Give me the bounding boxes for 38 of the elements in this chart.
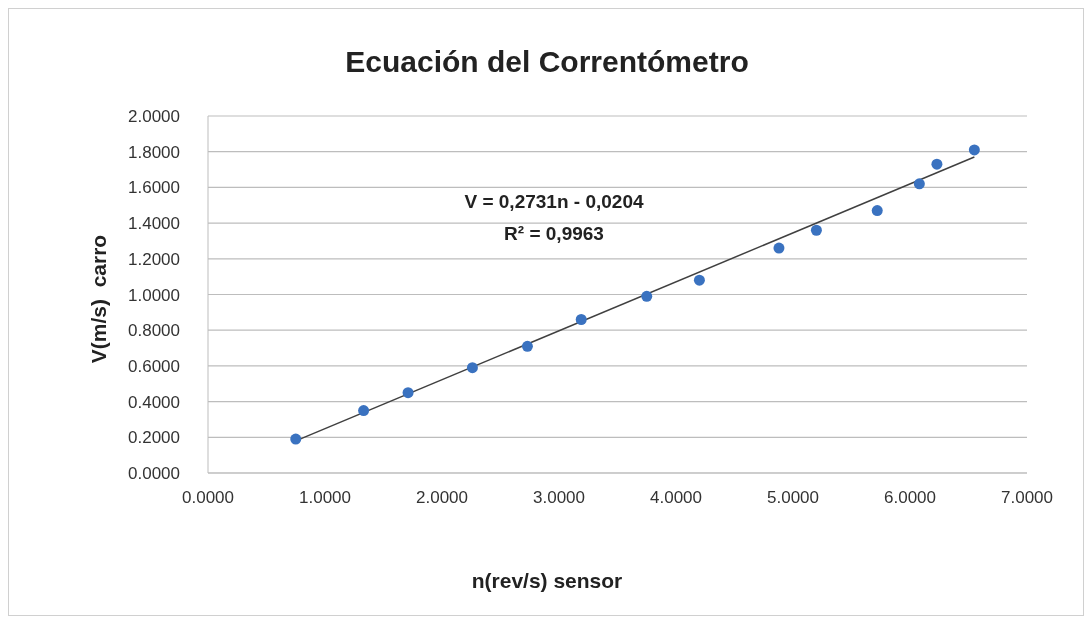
- x-axis-title: n(rev/s) sensor: [470, 569, 624, 593]
- y-tick-label: 2.0000: [128, 107, 180, 127]
- point: [913, 178, 925, 190]
- y-tick-label: 0.4000: [128, 392, 180, 412]
- point: [693, 274, 705, 286]
- y-tick-label: 1.2000: [128, 249, 180, 269]
- x-tick-label: 2.0000: [416, 488, 468, 508]
- point: [773, 242, 785, 254]
- point: [358, 405, 370, 417]
- y-tick-label: 1.6000: [128, 178, 180, 198]
- x-tick-label: 4.0000: [650, 488, 702, 508]
- y-tick-label: 0.6000: [128, 356, 180, 376]
- point: [931, 158, 943, 170]
- x-tick-label: 7.0000: [1001, 488, 1053, 508]
- y-tick-label: 0.8000: [128, 321, 180, 341]
- point: [968, 144, 980, 156]
- y-axis-title: V(m/s) carro: [87, 234, 111, 364]
- y-tick-label: 0.2000: [128, 428, 180, 448]
- point: [466, 362, 478, 374]
- x-tick-label: 3.0000: [533, 488, 585, 508]
- point: [402, 387, 414, 399]
- point: [871, 205, 883, 217]
- y-tick-label: 1.4000: [128, 214, 180, 234]
- y-tick-label: 1.8000: [128, 142, 180, 162]
- annotation: R² = 0,9963: [503, 223, 605, 245]
- x-tick-label: 1.0000: [299, 488, 351, 508]
- chart-title: Ecuación del Correntómetro: [344, 45, 750, 79]
- point: [641, 290, 653, 302]
- point: [810, 224, 822, 236]
- point: [290, 433, 302, 445]
- x-tick-label: 6.0000: [884, 488, 936, 508]
- annotation: V = 0,2731n - 0,0204: [463, 191, 645, 213]
- y-tick-label: 0.0000: [128, 464, 180, 484]
- y-tick-label: 1.0000: [128, 285, 180, 305]
- point: [521, 340, 533, 352]
- point: [575, 313, 587, 325]
- x-tick-label: 5.0000: [767, 488, 819, 508]
- x-tick-label: 0.0000: [182, 488, 234, 508]
